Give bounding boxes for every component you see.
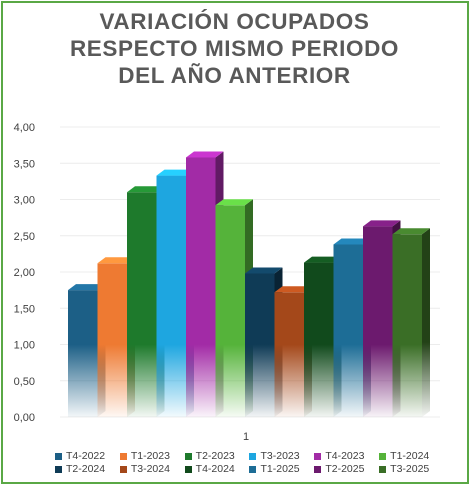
bar-front xyxy=(97,263,127,417)
legend-swatch xyxy=(55,465,62,473)
bar-top xyxy=(156,169,194,176)
bar-front xyxy=(215,205,245,417)
legend-swatch xyxy=(119,452,127,460)
legend-item: T2-2024 xyxy=(55,463,111,475)
legend-swatch xyxy=(55,452,62,460)
bar-top xyxy=(274,286,312,293)
legend-label: T4-2023 xyxy=(325,450,365,462)
bar-front xyxy=(363,226,393,417)
bar-top xyxy=(127,186,165,193)
legend-item: T3-2025 xyxy=(379,463,435,475)
y-tick-label: 1,00 xyxy=(14,340,35,352)
y-tick-label: 0,00 xyxy=(14,412,35,424)
bar-top xyxy=(68,284,106,291)
legend-label: T1-2024 xyxy=(390,450,430,462)
legend: T4-2022 T1-2023 T2-2023 T3-2023 T4-2023 T1-20… xyxy=(55,450,435,475)
bar-T3-2025 xyxy=(392,228,430,417)
bar-T3-2023 xyxy=(156,169,194,417)
legend-label: T3-2024 xyxy=(130,463,170,475)
chart-title-line-1: VARIACIÓN OCUPADOS xyxy=(99,9,370,34)
legend-swatch xyxy=(379,452,387,460)
legend-label: T2-2024 xyxy=(66,463,106,475)
legend-swatch xyxy=(314,452,322,460)
y-tick-label: 3,00 xyxy=(14,195,35,207)
legend-item: T4-2022 xyxy=(55,450,111,462)
legend-label: T3-2025 xyxy=(390,463,430,475)
legend-swatch xyxy=(184,465,192,473)
bar-front xyxy=(392,234,422,417)
bar-front xyxy=(68,290,98,417)
legend-item: T1-2024 xyxy=(379,450,435,462)
bar-top xyxy=(186,151,224,158)
bar-T1-2025 xyxy=(333,238,371,417)
legend-swatch xyxy=(249,452,257,460)
legend-item: T2-2023 xyxy=(184,450,241,462)
chart-title: VARIACIÓN OCUPADOS RESPECTO MISMO PERIOD… xyxy=(0,8,469,89)
bar-front xyxy=(245,273,275,417)
legend-item: T3-2023 xyxy=(249,450,305,462)
legend-label: T3-2023 xyxy=(260,450,300,462)
legend-item: T1-2025 xyxy=(249,463,305,475)
y-tick-label: 1,50 xyxy=(14,303,35,315)
bar-front xyxy=(274,292,304,417)
legend-swatch xyxy=(119,465,127,473)
legend-label: T2-2025 xyxy=(325,463,365,475)
y-tick-label: 2,50 xyxy=(14,231,35,243)
bar-front xyxy=(156,175,186,417)
bar-top xyxy=(392,228,430,235)
legend-swatch xyxy=(249,465,257,473)
bar-top xyxy=(304,256,342,263)
y-tick-label: 0,50 xyxy=(14,376,35,388)
bar-top xyxy=(97,257,135,264)
chart-title-line-3: DEL AÑO ANTERIOR xyxy=(118,63,351,88)
legend-item: T1-2023 xyxy=(119,450,176,462)
chart-title-line-2: RESPECTO MISMO PERIODO xyxy=(69,36,400,61)
legend-swatch xyxy=(379,465,387,473)
legend-item: T2-2025 xyxy=(314,463,370,475)
y-tick-label: 2,00 xyxy=(14,267,35,279)
legend-label: T2-2023 xyxy=(195,450,235,462)
legend-item: T4-2024 xyxy=(184,463,241,475)
bar-top xyxy=(215,199,253,206)
bar-front xyxy=(304,262,334,417)
y-axis: 0,00 0,50 1,00 1,50 2,00 2,50 3,00 3,50 4,00 xyxy=(14,122,35,424)
bars xyxy=(68,151,430,417)
legend-swatch xyxy=(314,465,322,473)
legend-label: T1-2025 xyxy=(260,463,300,475)
bar-front xyxy=(127,192,157,417)
bar-side xyxy=(422,228,430,417)
y-tick-label: 4,00 xyxy=(14,122,35,134)
y-tick-label: 3,50 xyxy=(14,158,35,170)
legend-label: T4-2022 xyxy=(66,450,106,462)
legend-label: T4-2024 xyxy=(195,463,235,475)
bar-top xyxy=(245,267,283,274)
bar-front xyxy=(333,244,363,417)
bar-top xyxy=(363,220,401,227)
legend-swatch xyxy=(184,452,192,460)
x-tick-label: 1 xyxy=(243,431,249,443)
legend-item: T4-2023 xyxy=(314,450,370,462)
bar-top xyxy=(333,238,371,245)
legend-item: T3-2024 xyxy=(119,463,176,475)
bar-front xyxy=(186,157,216,417)
x-axis: 1 xyxy=(243,431,249,443)
legend-label: T1-2023 xyxy=(130,450,170,462)
